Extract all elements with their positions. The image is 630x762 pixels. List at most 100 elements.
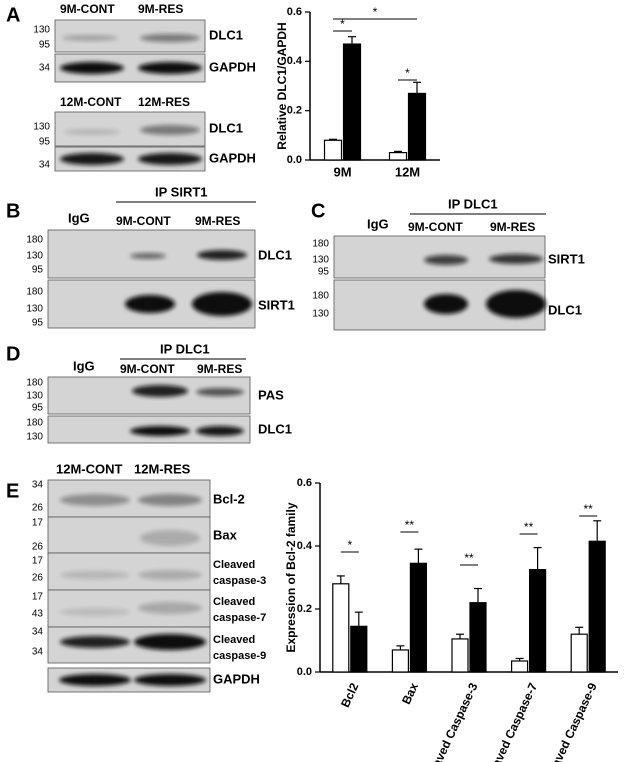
band-label: Bcl-2 xyxy=(213,491,245,506)
marker-label: 17 xyxy=(32,592,44,603)
significance-label: * xyxy=(405,66,410,80)
blot-band xyxy=(486,290,546,318)
x-tick-label: 12M xyxy=(395,164,420,179)
error-bar xyxy=(394,150,402,153)
error-bar xyxy=(593,520,602,542)
marker-label: 130 xyxy=(33,25,50,36)
marker-label: 95 xyxy=(318,267,330,278)
error-bar xyxy=(456,633,464,639)
marker-label: 34 xyxy=(39,160,51,171)
marker-label: 95 xyxy=(39,40,51,51)
lane-label: 12M-RES xyxy=(138,95,190,109)
y-tick-label: 0.4 xyxy=(287,55,303,67)
significance-label: ** xyxy=(584,502,594,516)
lane-label: IgG xyxy=(73,358,95,373)
blot-band xyxy=(138,153,202,165)
panel-letter: E xyxy=(6,480,19,502)
blot-band xyxy=(125,295,175,313)
marker-label: 130 xyxy=(26,251,43,262)
y-axis-title: Relative DLC1/GAPDH xyxy=(275,22,289,149)
lane-label: 9M-CONT xyxy=(120,362,175,376)
band-label: GAPDH xyxy=(213,671,260,686)
significance-label: ** xyxy=(405,518,415,532)
error-bar xyxy=(329,138,337,141)
band-label: Cleaved xyxy=(213,559,255,571)
band-label: PAS xyxy=(258,387,284,402)
blot-band xyxy=(64,129,120,135)
error-bar xyxy=(533,546,542,570)
marker-label: 34 xyxy=(32,480,44,491)
lane-label: IgG xyxy=(367,216,389,231)
significance-label: * xyxy=(340,17,345,31)
error-bar xyxy=(515,657,524,661)
bar xyxy=(588,540,606,673)
y-tick-label: 0.4 xyxy=(297,540,313,552)
blot-band xyxy=(138,602,202,614)
bar xyxy=(332,583,350,673)
lane-label: 12M-CONT xyxy=(60,95,122,109)
marker-label: 130 xyxy=(312,309,329,320)
marker-label: 180 xyxy=(26,287,43,298)
bar xyxy=(323,139,343,161)
lane-label: 9M-RES xyxy=(197,362,242,376)
blot-band xyxy=(60,62,124,74)
band-label: DLC1 xyxy=(548,302,582,317)
blot-band xyxy=(138,570,202,580)
bar xyxy=(570,633,588,673)
y-tick-label: 0.2 xyxy=(297,603,312,615)
lane-label: IgG xyxy=(68,210,90,225)
marker-label: 26 xyxy=(32,573,44,584)
error-bar xyxy=(396,645,405,650)
marker-label: 95 xyxy=(32,265,44,276)
band-label: DLC1 xyxy=(209,27,243,42)
lane-label: 12M-RES xyxy=(134,461,191,476)
marker-label: 34 xyxy=(32,647,44,658)
blot-band xyxy=(140,530,200,546)
bar xyxy=(409,562,427,673)
significance-label: * xyxy=(347,538,352,552)
band-label: SIRT1 xyxy=(258,297,295,312)
error-bar xyxy=(474,587,482,603)
marker-label: 180 xyxy=(26,235,43,246)
band-label: Cleaved xyxy=(213,634,255,646)
blot-band xyxy=(60,571,130,579)
marker-label: 130 xyxy=(26,391,43,402)
bar xyxy=(528,569,547,673)
marker-label: 95 xyxy=(39,137,51,148)
y-tick-label: 0.0 xyxy=(287,154,302,166)
blot-band xyxy=(489,254,543,264)
x-tick-label: Cleaved Caspase-9 xyxy=(541,680,600,762)
lane-label: 9M-RES xyxy=(138,2,183,16)
x-tick-label: Bax xyxy=(399,680,421,706)
y-tick-label: 0.2 xyxy=(287,105,302,117)
error-bar xyxy=(348,36,356,45)
blot-band xyxy=(130,253,166,259)
error-bar xyxy=(413,81,421,94)
bar xyxy=(511,660,529,673)
blot-band xyxy=(138,494,202,506)
blot-band xyxy=(60,494,130,506)
blot-band xyxy=(140,34,200,42)
x-tick-label: Cleaved Caspase-3 xyxy=(422,680,481,762)
band-label: GAPDH xyxy=(209,150,256,165)
x-tick-label: Bcl2 xyxy=(338,680,362,709)
bar xyxy=(391,649,409,673)
bar xyxy=(407,92,427,161)
significance-label: * xyxy=(373,5,378,19)
band-label: DLC1 xyxy=(258,421,292,436)
lane-label: 12M-CONT xyxy=(56,461,123,476)
blot-band xyxy=(134,674,206,686)
band-label: Bax xyxy=(213,527,238,542)
error-bar xyxy=(354,611,363,627)
error-bar xyxy=(414,548,423,564)
error-bar xyxy=(575,626,584,635)
x-tick-label: Cleaved Caspase-7 xyxy=(481,680,540,762)
error-bar xyxy=(336,575,345,584)
panel-letter: C xyxy=(311,200,325,222)
y-tick-label: 0.6 xyxy=(297,477,312,489)
blot-band xyxy=(197,250,247,260)
bar xyxy=(350,625,368,673)
blot-band xyxy=(140,125,200,135)
blot-band xyxy=(59,674,131,686)
